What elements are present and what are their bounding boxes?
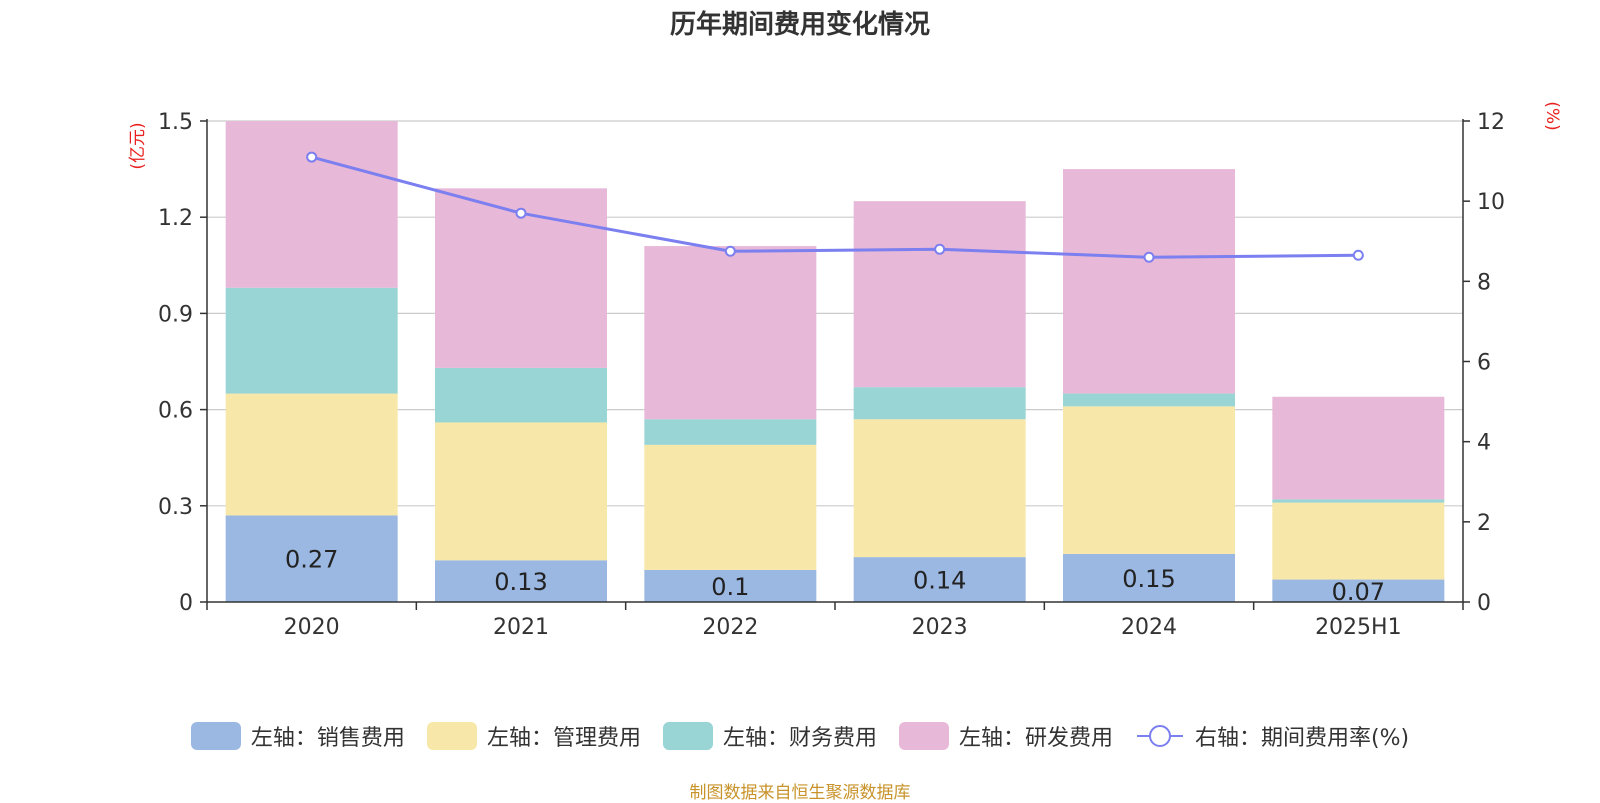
right-tick-label: 4 [1477, 431, 1491, 456]
bar-segment [435, 367, 607, 423]
bar-data-label: 0.14 [913, 567, 966, 595]
legend-label-rd: 左轴：研发费用 [958, 726, 1113, 751]
rate-point [1143, 251, 1155, 263]
right-tick-label: 12 [1477, 110, 1505, 135]
bar-data-label: 0.15 [1122, 565, 1175, 593]
right-tick-label: 8 [1477, 270, 1491, 295]
x-tick-label: 2023 [912, 615, 968, 640]
legend-item-admin[interactable]: 左轴：管理费用 [426, 720, 641, 752]
left-tick-label: 0.3 [158, 495, 193, 520]
bar-segment [644, 419, 817, 445]
bar-segment [225, 287, 398, 394]
bar-segment [1063, 393, 1235, 407]
legend-label-admin: 左轴：管理费用 [486, 726, 641, 751]
legend: 左轴：销售费用 左轴：管理费用 左轴：财务费用 左轴：研发费用 右轴：期间费用率… [0, 720, 1600, 752]
rate-line [311, 155, 1359, 259]
legend-swatch-admin [426, 722, 477, 750]
bar-segment [435, 422, 607, 561]
legend-label-finance: 左轴：财务费用 [722, 726, 877, 751]
right-tick-label: 0 [1477, 591, 1491, 616]
legend-line-marker-icon [1136, 725, 1183, 747]
bar-segment [853, 387, 1026, 420]
bar-segment [225, 393, 398, 516]
bar-data-label: 0.07 [1332, 578, 1385, 606]
legend-label-rate: 右轴：期间费用率(%) [1194, 726, 1410, 751]
legend-swatch-finance [662, 722, 713, 750]
bar-data-label: 0.27 [285, 546, 338, 574]
bar-segment [1063, 169, 1235, 394]
rate-point [515, 207, 527, 219]
source-note: 制图数据来自恒生聚源数据库 [689, 783, 911, 803]
left-tick-label: 1.5 [158, 110, 193, 135]
x-tick-label: 2020 [284, 615, 340, 640]
bar-segment [644, 569, 817, 602]
rate-point [306, 151, 318, 163]
legend-label-sales: 左轴：销售费用 [250, 726, 405, 751]
rate-point [934, 243, 946, 255]
bar-segment [644, 246, 817, 420]
bar-data-label: 0.1 [711, 573, 749, 601]
bar-segment [853, 419, 1026, 558]
legend-swatch-rd [898, 722, 949, 750]
left-tick-label: 0.9 [158, 302, 193, 327]
bar-segment [1272, 499, 1445, 503]
right-axis-unit: (%) [1542, 101, 1562, 130]
right-tick-label: 6 [1477, 351, 1491, 376]
left-tick-label: 0 [179, 591, 193, 616]
x-tick-label: 2025H1 [1315, 615, 1402, 640]
bar-segment [1272, 396, 1445, 500]
left-tick-label: 0.6 [158, 399, 193, 424]
right-tick-label: 10 [1477, 190, 1505, 215]
bar-segment [644, 444, 817, 570]
rate-point [1352, 249, 1364, 261]
legend-item-sales[interactable]: 左轴：销售费用 [190, 720, 405, 752]
x-tick-label: 2024 [1121, 615, 1177, 640]
bar-segment [853, 557, 1026, 602]
bar-segment [1063, 553, 1235, 602]
bar-segment [1272, 502, 1445, 580]
bar-segment [225, 121, 398, 288]
bar-segment [225, 515, 398, 602]
legend-item-finance[interactable]: 左轴：财务费用 [662, 720, 877, 752]
right-tick-label: 2 [1477, 511, 1491, 536]
bar-segment [1063, 406, 1235, 554]
legend-item-rate[interactable]: 右轴：期间费用率(%) [1135, 720, 1409, 752]
rate-point [724, 245, 736, 257]
bar-segment [853, 201, 1026, 388]
x-tick-label: 2022 [702, 615, 758, 640]
legend-swatch-sales [190, 722, 241, 750]
legend-item-rd[interactable]: 左轴：研发费用 [898, 720, 1113, 752]
left-axis-unit: (亿元) [128, 122, 148, 169]
left-tick-label: 1.2 [158, 206, 193, 231]
bar-segment [435, 560, 607, 602]
bar-data-label: 0.13 [494, 568, 547, 596]
bar-segment [1272, 579, 1445, 602]
x-tick-label: 2021 [493, 615, 549, 640]
chart-title: 历年期间费用变化情况 [669, 10, 930, 40]
